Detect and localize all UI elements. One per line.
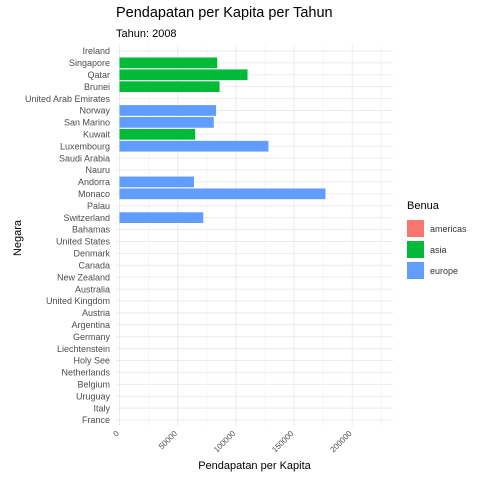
bars [119, 57, 326, 223]
y-tick-label: Holy See [73, 356, 110, 366]
bar-luxembourg [119, 140, 269, 152]
legend-label-europe: europe [430, 265, 459, 276]
legend-label-americas: americas [430, 223, 467, 234]
y-tick-label: Kuwait [83, 129, 111, 139]
y-tick-label: Canada [78, 260, 110, 270]
y-tick-label: Liechtenstein [57, 344, 110, 354]
x-tick-label: 200000 [328, 429, 354, 455]
y-tick-label: Nauru [85, 165, 110, 175]
x-axis-label: Pendapatan per Kapita [198, 460, 311, 472]
x-tick-label: 50000 [157, 429, 179, 451]
x-tick-labels: 0 50000 100000 150000 200000 [111, 429, 354, 455]
x-tick-label: 100000 [212, 429, 238, 455]
y-tick-label: Palau [87, 201, 110, 211]
y-tick-label: New Zealand [57, 272, 110, 282]
grid [116, 45, 393, 426]
y-tick-label: San Marino [64, 118, 110, 128]
bar-san-marino [119, 117, 214, 128]
y-tick-labels: Ireland Singapore Qatar Brunei United Arab E… [25, 46, 111, 425]
y-tick-label: Uruguay [76, 391, 111, 401]
y-tick-label: Luxembourg [60, 141, 110, 151]
bar-brunei [119, 81, 220, 93]
y-tick-label: Singapore [69, 58, 110, 68]
bar-qatar [119, 69, 248, 81]
legend-item-europe: europe [407, 260, 467, 281]
chart-title: Pendapatan per Kapita per Tahun [116, 5, 333, 21]
chart-subtitle: Tahun: 2008 [116, 28, 177, 40]
y-tick-label: Netherlands [61, 368, 110, 378]
legend-item-asia: asia [407, 239, 467, 260]
bar-norway [119, 105, 217, 116]
y-tick-label: United States [56, 237, 111, 247]
bar-switzerland [119, 212, 204, 223]
x-tick-label: 150000 [270, 429, 296, 455]
x-tick-label: 0 [111, 429, 121, 439]
y-tick-label: Andorra [78, 177, 110, 187]
bar-andorra [119, 176, 194, 188]
y-tick-label: United Kingdom [46, 296, 110, 306]
y-tick-label: Ireland [82, 46, 110, 56]
bar-kuwait [119, 128, 196, 140]
y-tick-label: Italy [93, 403, 110, 413]
y-tick-label: Bahamas [72, 225, 111, 235]
y-tick-label: Austria [82, 308, 110, 318]
bar-singapore [119, 57, 218, 69]
legend-label-asia: asia [430, 244, 447, 255]
y-tick-label: France [82, 415, 110, 425]
legend-key-europe [407, 262, 424, 279]
y-tick-label: Switzerland [63, 213, 110, 223]
y-tick-label: Australia [75, 284, 110, 294]
y-axis-label: Negara [12, 219, 24, 257]
y-tick-label: Belgium [77, 380, 110, 390]
y-tick-label: Brunei [84, 82, 110, 92]
legend-item-americas: americas [407, 218, 467, 239]
y-tick-label: Qatar [87, 70, 110, 80]
y-tick-label: Argentina [71, 320, 110, 330]
legend: Benua americas asia europe [407, 200, 467, 281]
bar-monaco [119, 188, 326, 200]
y-tick-label: Germany [73, 332, 111, 342]
y-tick-label: Denmark [73, 249, 110, 259]
y-tick-label: Saudi Arabia [59, 153, 110, 163]
y-tick-label: Norway [79, 106, 110, 116]
y-tick-label: Monaco [78, 189, 110, 199]
legend-title: Benua [407, 200, 439, 212]
legend-key-americas [407, 220, 424, 237]
legend-key-asia [407, 241, 424, 258]
y-tick-label: United Arab Emirates [25, 94, 111, 104]
